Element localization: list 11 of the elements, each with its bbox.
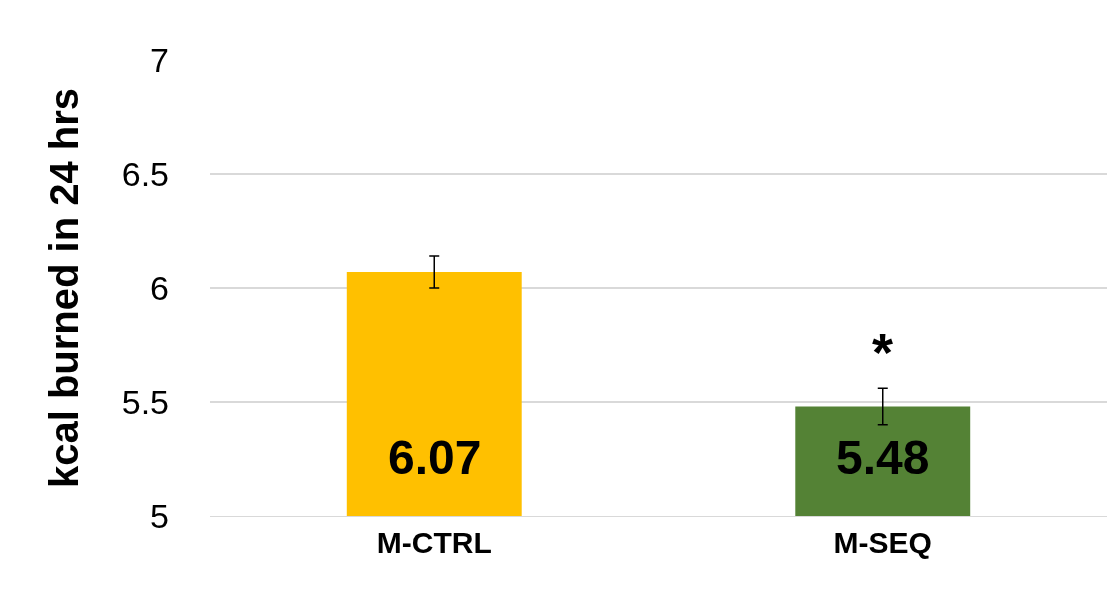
data-label: 6.07 xyxy=(388,431,482,484)
y-axis-title: kcal burned in 24 hrs xyxy=(42,87,87,489)
x-tick-label: M-SEQ xyxy=(833,526,932,559)
y-tick-label: 5 xyxy=(150,496,169,535)
y-tick-label: 6.5 xyxy=(121,154,169,193)
annotation: * xyxy=(872,322,894,382)
data-label: 5.48 xyxy=(836,431,930,484)
y-tick-label: 7 xyxy=(150,40,169,79)
x-tick-label: M-CTRL xyxy=(376,526,492,559)
y-tick-label: 6 xyxy=(150,268,169,307)
y-tick-label: 5.5 xyxy=(121,382,169,421)
